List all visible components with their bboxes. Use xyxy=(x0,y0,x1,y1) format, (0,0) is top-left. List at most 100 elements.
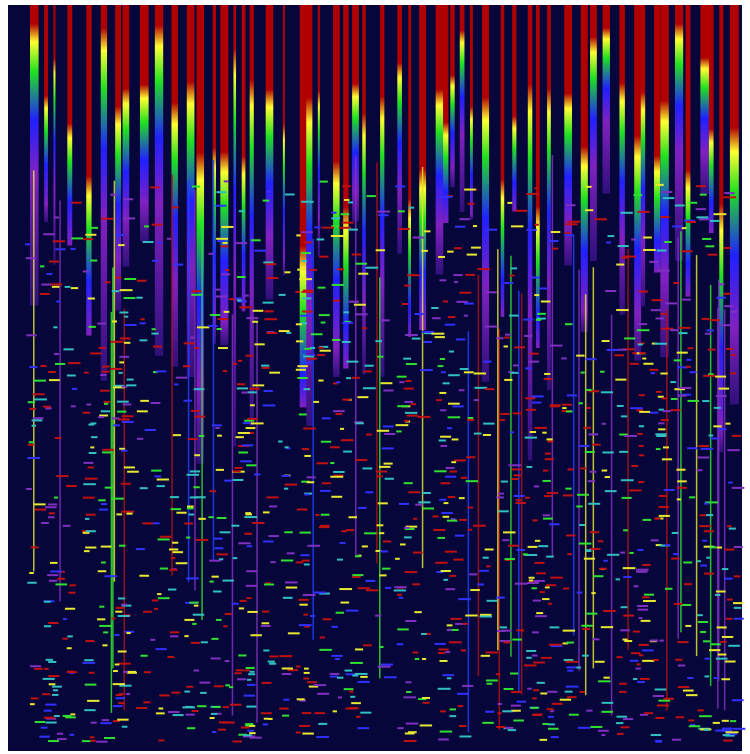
dash xyxy=(232,362,238,365)
thin-line xyxy=(467,331,470,733)
dash xyxy=(46,272,53,275)
dash xyxy=(30,697,39,700)
dash xyxy=(354,555,361,558)
dash xyxy=(637,548,644,551)
dash xyxy=(29,366,38,369)
dash xyxy=(439,358,446,361)
dash xyxy=(699,715,712,718)
dash xyxy=(439,391,447,394)
dash xyxy=(422,701,430,704)
dash xyxy=(303,427,316,430)
thin-line xyxy=(498,329,501,731)
thin-line xyxy=(312,238,314,640)
dash xyxy=(600,391,614,394)
dash xyxy=(598,680,611,683)
dash xyxy=(137,437,144,440)
dash xyxy=(697,621,708,624)
dash xyxy=(451,438,459,441)
dash xyxy=(637,343,643,346)
dash xyxy=(172,551,184,554)
dash xyxy=(84,550,90,553)
dash xyxy=(414,657,420,660)
dash xyxy=(650,539,659,542)
streak xyxy=(306,5,313,426)
dash xyxy=(713,213,727,216)
dash xyxy=(115,276,122,279)
dash xyxy=(636,409,644,412)
dash xyxy=(404,411,418,414)
dash xyxy=(331,225,340,228)
thin-line xyxy=(592,267,595,669)
dash xyxy=(704,728,710,731)
dash xyxy=(439,659,448,662)
dash xyxy=(597,729,609,732)
dash xyxy=(135,548,145,551)
dash xyxy=(113,424,120,427)
dash xyxy=(90,446,95,449)
dash xyxy=(699,631,707,634)
dash xyxy=(245,354,254,357)
dash xyxy=(708,373,714,376)
dash xyxy=(191,185,201,188)
dash xyxy=(676,351,688,354)
dash xyxy=(350,661,363,664)
dash xyxy=(265,582,271,585)
dash xyxy=(655,544,663,547)
dash xyxy=(463,371,474,374)
dash xyxy=(316,238,325,241)
dash xyxy=(246,683,256,686)
dash xyxy=(715,395,727,398)
dash xyxy=(504,281,514,284)
dash xyxy=(159,535,172,538)
dash xyxy=(377,210,391,213)
dash xyxy=(102,365,110,368)
dash xyxy=(397,210,405,213)
dash xyxy=(236,242,248,245)
dash xyxy=(511,477,520,480)
dash xyxy=(727,449,740,452)
dash xyxy=(313,591,326,594)
dash xyxy=(213,685,224,688)
dash xyxy=(210,657,221,660)
dash xyxy=(630,652,641,655)
dash xyxy=(622,348,635,351)
dash xyxy=(658,428,666,431)
dash xyxy=(528,579,534,582)
dash xyxy=(299,278,312,281)
dash xyxy=(733,606,742,609)
dash xyxy=(363,370,372,373)
dash xyxy=(207,324,218,327)
dash xyxy=(486,599,498,602)
dash xyxy=(395,424,409,427)
dash xyxy=(472,225,478,228)
streak xyxy=(196,5,205,464)
dash xyxy=(333,470,345,473)
dash xyxy=(449,470,458,473)
dash xyxy=(85,233,97,236)
dash xyxy=(254,249,266,252)
dash xyxy=(473,399,479,402)
dash xyxy=(341,530,347,533)
dash xyxy=(452,405,464,408)
dash xyxy=(351,575,361,578)
dash xyxy=(676,498,682,501)
dash xyxy=(642,563,651,566)
dash xyxy=(454,225,466,228)
dash xyxy=(586,709,593,712)
dash xyxy=(65,716,76,719)
dash xyxy=(118,244,125,247)
dash xyxy=(483,360,492,363)
dash xyxy=(25,243,30,246)
thin-line xyxy=(717,307,719,709)
dash xyxy=(269,505,278,508)
dash xyxy=(309,614,316,617)
dash xyxy=(118,544,126,547)
dash xyxy=(121,603,128,606)
dash xyxy=(507,201,513,204)
dash xyxy=(614,354,624,357)
dash xyxy=(239,306,253,309)
dash xyxy=(104,737,116,740)
dash xyxy=(320,489,331,492)
dash xyxy=(549,626,560,629)
dash xyxy=(96,740,108,743)
